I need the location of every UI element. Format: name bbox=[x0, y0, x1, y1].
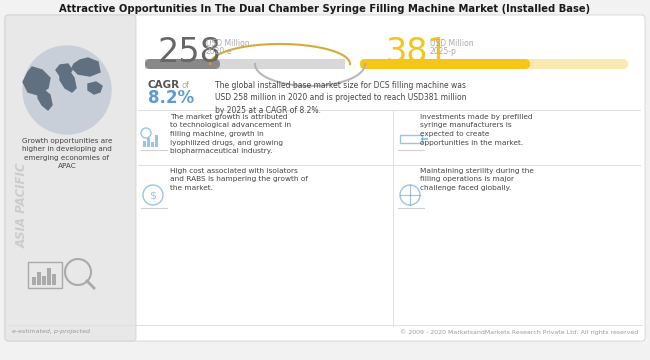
FancyBboxPatch shape bbox=[145, 59, 345, 69]
Polygon shape bbox=[38, 90, 52, 110]
Polygon shape bbox=[23, 67, 50, 95]
Text: The market growth is attributed
to technological advancement in
filling machine,: The market growth is attributed to techn… bbox=[170, 114, 291, 154]
Bar bbox=[155, 135, 158, 147]
Text: Attractive Opportunities In The Dual Chamber Syringe Filling Machine Market (Ins: Attractive Opportunities In The Dual Cha… bbox=[59, 4, 591, 14]
Bar bbox=[47, 268, 51, 285]
FancyBboxPatch shape bbox=[145, 59, 220, 69]
Bar bbox=[52, 274, 55, 285]
Text: 8.2%: 8.2% bbox=[148, 89, 194, 107]
Text: 258: 258 bbox=[158, 36, 222, 69]
Bar bbox=[400, 135, 422, 143]
Bar bbox=[143, 141, 146, 147]
Bar bbox=[28, 262, 62, 288]
FancyBboxPatch shape bbox=[5, 15, 136, 341]
Bar bbox=[37, 272, 40, 285]
Bar bbox=[42, 276, 46, 285]
Text: The global installed base market size for DCS filling machine was
USD 258 millio: The global installed base market size fo… bbox=[215, 81, 467, 115]
Circle shape bbox=[23, 46, 111, 134]
Polygon shape bbox=[56, 64, 72, 76]
FancyBboxPatch shape bbox=[360, 59, 530, 69]
Bar bbox=[147, 138, 150, 147]
Polygon shape bbox=[60, 72, 76, 92]
Text: USD Million: USD Million bbox=[430, 40, 474, 49]
FancyBboxPatch shape bbox=[5, 15, 645, 341]
Text: Growth opportunities are
higher in developing and
emerging economies of
APAC: Growth opportunities are higher in devel… bbox=[21, 138, 112, 170]
FancyBboxPatch shape bbox=[145, 59, 345, 69]
Bar bbox=[151, 142, 154, 147]
Text: 2020-e: 2020-e bbox=[206, 48, 233, 57]
Text: 381: 381 bbox=[385, 36, 448, 69]
Text: USD Million: USD Million bbox=[206, 40, 250, 49]
Text: CAGR: CAGR bbox=[148, 80, 180, 90]
Text: ASIA PACIFIC: ASIA PACIFIC bbox=[16, 162, 29, 248]
Text: e-estimated, p-projected: e-estimated, p-projected bbox=[12, 329, 90, 334]
Text: Maintaining sterility during the
filling operations is major
challenge faced glo: Maintaining sterility during the filling… bbox=[420, 168, 534, 191]
FancyBboxPatch shape bbox=[360, 59, 628, 69]
Text: 2025-p: 2025-p bbox=[430, 48, 457, 57]
Polygon shape bbox=[88, 82, 102, 94]
Text: of: of bbox=[181, 81, 189, 90]
Text: $: $ bbox=[150, 190, 157, 200]
Text: Investments made by prefilled
syringe manufacturers is
expected to create
opport: Investments made by prefilled syringe ma… bbox=[420, 114, 532, 145]
Text: High cost associated with isolators
and RABS is hampering the growth of
the mark: High cost associated with isolators and … bbox=[170, 168, 308, 191]
Polygon shape bbox=[72, 58, 100, 76]
Bar bbox=[32, 277, 36, 285]
Text: © 2009 - 2020 MarketsandMarkets Research Private Ltd. All rights reserved: © 2009 - 2020 MarketsandMarkets Research… bbox=[400, 329, 638, 335]
